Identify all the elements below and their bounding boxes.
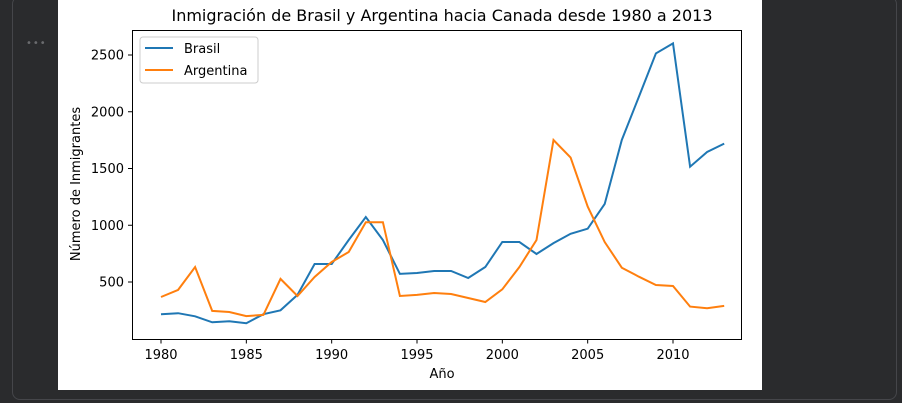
figure: Inmigración de Brasil y Argentina hacia … — [58, 0, 762, 390]
x-tick-label: 2000 — [486, 348, 519, 363]
x-tick-label: 1995 — [400, 348, 433, 363]
y-tick-label: 1000 — [91, 219, 124, 234]
y-tick-label: 1500 — [91, 162, 124, 177]
legend-label: Argentina — [184, 64, 247, 79]
chart-title: Inmigración de Brasil y Argentina hacia … — [171, 6, 712, 25]
x-tick-label: 1980 — [144, 348, 177, 363]
line-chart: Inmigración de Brasil y Argentina hacia … — [69, 6, 742, 382]
x-tick-label: 2005 — [571, 348, 604, 363]
plot-frame — [132, 30, 742, 340]
y-tick-label: 2000 — [91, 105, 124, 120]
x-axis-label: Año — [429, 367, 454, 382]
series-line-brasil — [160, 41, 725, 325]
x-tick-label: 1985 — [230, 348, 263, 363]
x-tick-label: 1990 — [315, 348, 348, 363]
y-tick-label: 2500 — [91, 49, 124, 64]
y-axis-label: Número de Inmigrantes — [69, 107, 84, 261]
y-tick-label: 500 — [99, 276, 124, 291]
ellipsis-icon[interactable]: ••• — [26, 38, 47, 49]
legend: Brasil Argentina — [139, 36, 259, 84]
series-line-argentina — [160, 137, 725, 318]
legend-label: Brasil — [184, 42, 220, 57]
x-tick-label: 2010 — [656, 348, 689, 363]
output-cell — [12, 0, 897, 400]
